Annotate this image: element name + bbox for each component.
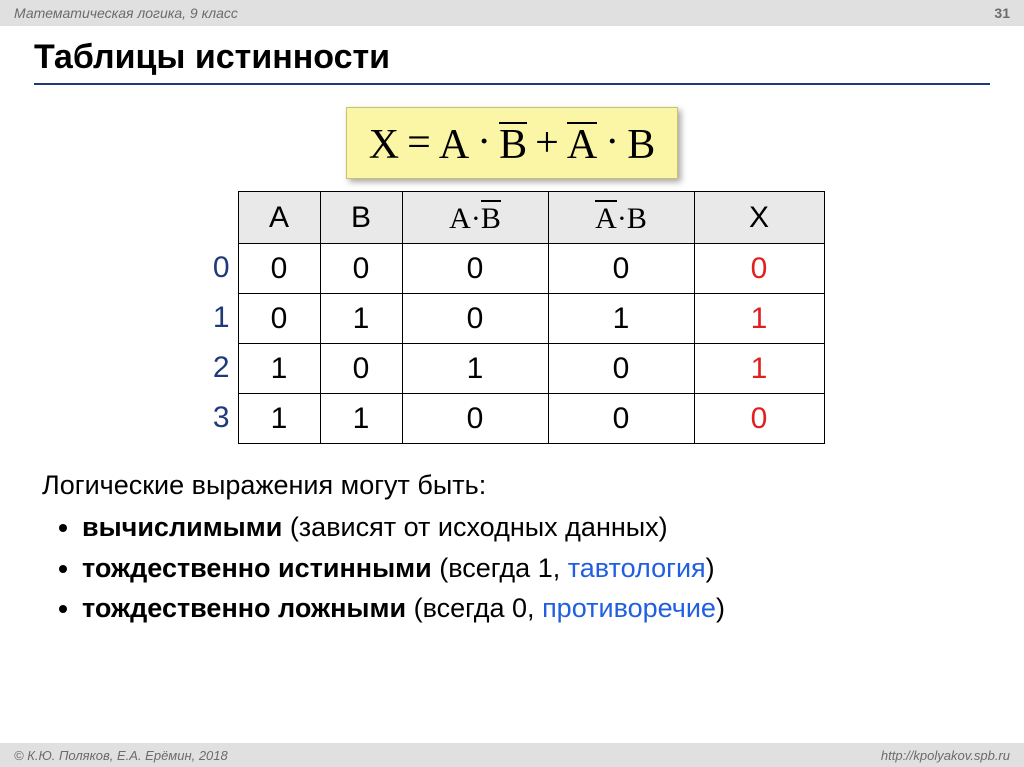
formula-lhs: X bbox=[369, 124, 399, 166]
copyright: © К.Ю. Поляков, Е.А. Ерёмин, 2018 bbox=[14, 748, 228, 763]
equals-sign: = bbox=[407, 122, 431, 164]
formula-term-2a-overline: A bbox=[567, 122, 597, 166]
page-title: Таблицы истинности bbox=[34, 38, 990, 77]
body-text: Логические выражения могут быть: вычисли… bbox=[0, 444, 1024, 627]
slide-footer: © К.Ю. Поляков, Е.А. Ерёмин, 2018 http:/… bbox=[0, 743, 1024, 767]
cell: 0 bbox=[320, 244, 402, 294]
cell: 0 bbox=[238, 244, 320, 294]
cell: 1 bbox=[548, 294, 694, 344]
dot-icon: · bbox=[477, 121, 491, 163]
blue-term: тавтология bbox=[568, 553, 706, 583]
table-header-row: A B A·B A·B X bbox=[238, 192, 824, 244]
slide-header: Математическая логика, 9 класс 31 bbox=[0, 0, 1024, 26]
cell: 1 bbox=[402, 344, 548, 394]
table-area: 0 1 2 3 A B A·B A·B X bbox=[0, 191, 1024, 444]
cell: 0 bbox=[402, 244, 548, 294]
item-rest-post: ) bbox=[706, 553, 715, 583]
formula-term-1b-overline: B bbox=[499, 122, 527, 166]
cell: 0 bbox=[548, 344, 694, 394]
cell: 0 bbox=[402, 294, 548, 344]
cell-result: 1 bbox=[694, 344, 824, 394]
lead-text: Логические выражения могут быть: bbox=[42, 466, 982, 504]
formula-term-2b: B bbox=[627, 124, 655, 166]
list-item: тождественно ложными (всегда 0, противор… bbox=[82, 589, 982, 627]
title-block: Таблицы истинности bbox=[0, 26, 1024, 89]
dot-icon: · bbox=[605, 121, 619, 163]
cell: 0 bbox=[548, 244, 694, 294]
item-rest-pre: (всегда 0, bbox=[406, 593, 542, 623]
item-rest-post: ) bbox=[716, 593, 725, 623]
col-header-x: X bbox=[694, 192, 824, 244]
table-row: 1 1 0 0 0 bbox=[238, 394, 824, 444]
list-item: вычислимыми (зависят от исходных данных) bbox=[82, 508, 982, 546]
cell: 0 bbox=[402, 394, 548, 444]
item-rest: (зависят от исходных данных) bbox=[282, 512, 667, 542]
bold-term: тождественно ложными bbox=[82, 593, 406, 623]
bold-term: тождественно истинными bbox=[82, 553, 432, 583]
formula-term-1a: A bbox=[439, 124, 469, 166]
item-rest-pre: (всегда 1, bbox=[432, 553, 568, 583]
cell: 1 bbox=[238, 394, 320, 444]
row-index: 2 bbox=[200, 343, 230, 393]
title-underline bbox=[34, 83, 990, 85]
row-index-column: 0 1 2 3 bbox=[200, 191, 230, 443]
cell: 1 bbox=[320, 394, 402, 444]
table-body: 0 0 0 0 0 0 1 0 1 1 1 0 1 0 bbox=[238, 244, 824, 444]
truth-table: A B A·B A·B X 0 0 0 0 0 bbox=[238, 191, 825, 444]
plus-sign: + bbox=[535, 122, 559, 164]
cell: 0 bbox=[320, 344, 402, 394]
formula-row: X = A · B + A · B bbox=[0, 107, 1024, 179]
col-header-b: B bbox=[320, 192, 402, 244]
row-index: 0 bbox=[200, 243, 230, 293]
bold-term: вычислимыми bbox=[82, 512, 282, 542]
table-row: 0 0 0 0 0 bbox=[238, 244, 824, 294]
col-header-nota-b: A·B bbox=[548, 192, 694, 244]
row-index: 3 bbox=[200, 393, 230, 443]
cell: 1 bbox=[238, 344, 320, 394]
bullet-list: вычислимыми (зависят от исходных данных)… bbox=[42, 508, 982, 627]
cell-result: 1 bbox=[694, 294, 824, 344]
cell: 1 bbox=[320, 294, 402, 344]
cell: 0 bbox=[548, 394, 694, 444]
list-item: тождественно истинными (всегда 1, тавтол… bbox=[82, 549, 982, 587]
footer-url: http://kpolyakov.spb.ru bbox=[881, 748, 1010, 763]
table-row: 0 1 0 1 1 bbox=[238, 294, 824, 344]
subject-label: Математическая логика, 9 класс bbox=[14, 5, 238, 21]
cell-result: 0 bbox=[694, 244, 824, 294]
table-row: 1 0 1 0 1 bbox=[238, 344, 824, 394]
col-header-a: A bbox=[238, 192, 320, 244]
page-number: 31 bbox=[994, 5, 1010, 21]
cell-result: 0 bbox=[694, 394, 824, 444]
cell: 0 bbox=[238, 294, 320, 344]
col-header-a-notb: A·B bbox=[402, 192, 548, 244]
blue-term: противоречие bbox=[542, 593, 716, 623]
formula-box: X = A · B + A · B bbox=[346, 107, 678, 179]
row-index: 1 bbox=[200, 293, 230, 343]
